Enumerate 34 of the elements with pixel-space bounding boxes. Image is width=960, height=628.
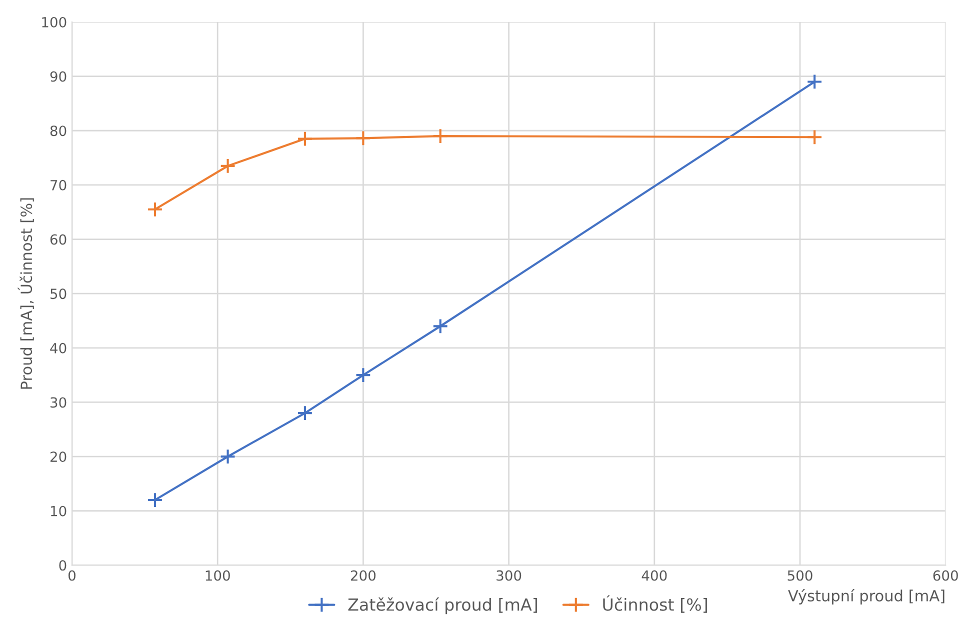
point xyxy=(147,492,163,508)
y-tick-label: 80 xyxy=(50,126,66,136)
legend-label: Zatěžovací proud [mA] xyxy=(348,597,537,614)
y-tick-label: 40 xyxy=(50,342,66,354)
point xyxy=(147,201,163,218)
x-tick-label: 600 xyxy=(933,570,958,581)
point xyxy=(432,318,448,334)
x-tick-label: 300 xyxy=(496,570,522,581)
y-axis-title: Proud [mA], Účinnost [%] xyxy=(18,198,34,389)
x-tick-label: 500 xyxy=(788,570,812,581)
y-tick-label: 90 xyxy=(50,71,66,82)
x-tick-label: 100 xyxy=(206,570,230,581)
y-tick-label: 10 xyxy=(50,506,66,516)
x-tick-label: 200 xyxy=(350,570,376,581)
point xyxy=(220,448,236,465)
y-tick-label: 100 xyxy=(42,16,66,28)
legend-label: Účinnost [%] xyxy=(603,595,707,613)
point xyxy=(355,130,372,146)
y-tick-label: 30 xyxy=(50,397,66,408)
y-tick-label: 70 xyxy=(50,180,66,190)
y-tick-label: 60 xyxy=(50,234,66,245)
x-axis-title: Výstupní proud [mA] xyxy=(788,589,944,604)
point xyxy=(806,74,823,90)
point xyxy=(806,129,823,146)
point xyxy=(432,128,448,144)
point xyxy=(296,405,313,422)
y-tick-label: 50 xyxy=(50,288,66,300)
point xyxy=(220,158,236,174)
point xyxy=(355,367,372,384)
point xyxy=(296,130,313,147)
x-tick-label: 400 xyxy=(642,570,667,581)
y-tick-label: 20 xyxy=(50,452,66,462)
y-tick-label: 0 xyxy=(59,560,66,571)
x-tick-label: 0 xyxy=(68,570,76,581)
